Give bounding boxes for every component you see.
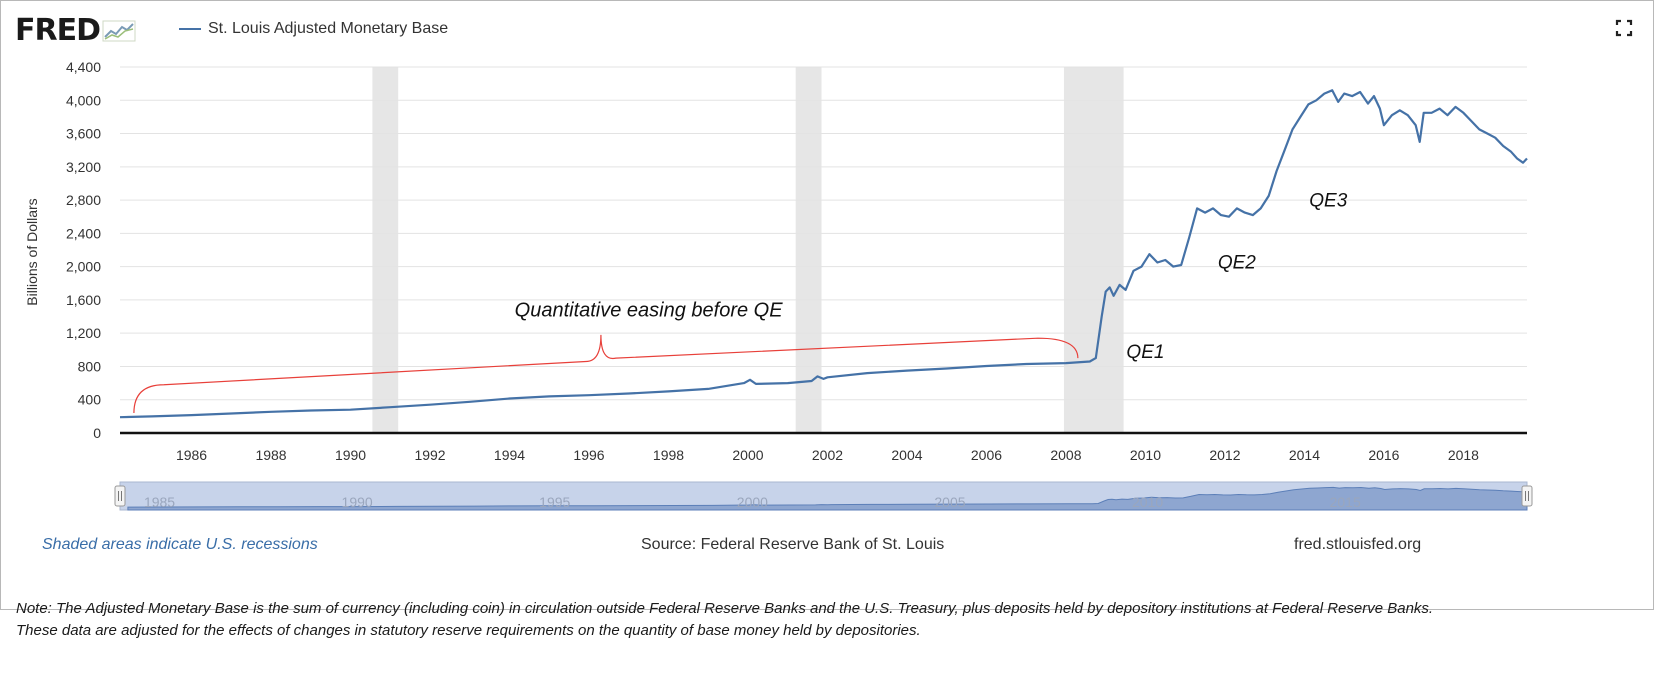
navigator-label: 1990	[342, 494, 373, 510]
x-tick-label: 2016	[1368, 447, 1399, 463]
recession-band	[1063, 67, 1124, 433]
y-tick-label: 2,400	[66, 225, 101, 241]
x-tick-label: 2014	[1289, 447, 1320, 463]
y-tick-label: 4,400	[66, 59, 101, 75]
fred-chart-icon	[102, 20, 136, 42]
navigator-label: 2005	[934, 494, 965, 510]
x-axis-ticks: 1986 1988 1990 1992 1994 1996 1998 2000 2002 2004…	[176, 447, 1479, 463]
x-tick-label: 2000	[732, 447, 763, 463]
legend-label: St. Louis Adjusted Monetary Base	[208, 20, 449, 37]
range-navigator[interactable]: 1985 1990 1995 2000 2005 2010 2015	[114, 481, 1533, 511]
chart: 0 400 800 1,200 1,600 2,000 2,400 2,800 3,200 3,6…	[24, 59, 1533, 511]
y-axis-ticks: 0 400 800 1,200 1,600 2,000 2,400 2,800 3,200 3,6…	[66, 59, 101, 441]
navigator-label: 1985	[144, 494, 175, 510]
recession-note[interactable]: Shaded areas indicate U.S. recessions	[42, 536, 318, 553]
series-layer	[119, 89, 1528, 419]
y-tick-label: 3,200	[66, 159, 101, 175]
recession-band	[795, 67, 822, 433]
y-tick-label: 4,000	[66, 92, 101, 108]
y-tick-label: 3,600	[66, 126, 101, 142]
x-tick-label: 1990	[335, 447, 366, 463]
footnote: Note: The Adjusted Monetary Base is the …	[16, 598, 1646, 642]
footnote-line-1: Note: The Adjusted Monetary Base is the …	[16, 600, 1434, 617]
x-tick-label: 1996	[573, 447, 604, 463]
source-label: Source: Federal Reserve Bank of St. Loui…	[641, 536, 945, 553]
navigator-area	[127, 486, 1528, 511]
annotation-label: QE3	[1309, 191, 1347, 212]
recession-band	[372, 67, 399, 433]
x-tick-label: 1986	[176, 447, 207, 463]
y-tick-label: 1,600	[66, 292, 101, 308]
y-axis-label: Billions of Dollars	[24, 198, 40, 305]
recession-shading	[372, 67, 1124, 433]
y-tick-label: 400	[78, 392, 102, 408]
navigator-label: 2015	[1330, 494, 1361, 510]
x-tick-label: 2002	[812, 447, 843, 463]
x-tick-label: 1998	[653, 447, 684, 463]
x-tick-label: 2008	[1050, 447, 1081, 463]
x-tick-label: 1994	[494, 447, 525, 463]
navigator-label: 2000	[737, 494, 768, 510]
annotation-label: QE1	[1126, 342, 1164, 363]
gridlines	[120, 66, 1527, 435]
x-tick-label: 2012	[1209, 447, 1240, 463]
series-legend[interactable]: St. Louis Adjusted Monetary Base	[179, 20, 448, 38]
annotation-label: QE2	[1218, 252, 1256, 273]
x-tick-label: 2018	[1448, 447, 1479, 463]
navigator-label: 2010	[1132, 494, 1163, 510]
series-line	[119, 89, 1528, 419]
x-tick-label: 2010	[1130, 447, 1161, 463]
x-tick-label: 1992	[414, 447, 445, 463]
annotations: Quantitative easing before QE QE1 QE2 QE3	[515, 191, 1348, 363]
y-tick-label: 2,800	[66, 192, 101, 208]
y-tick-label: 0	[93, 425, 101, 441]
y-tick-label: 2,000	[66, 259, 101, 275]
fullscreen-icon[interactable]	[1615, 19, 1633, 37]
navigator-left-handle[interactable]	[114, 485, 126, 507]
footnote-line-2: These data are adjusted for the effects …	[16, 622, 921, 639]
logo-text: FRED	[15, 13, 101, 48]
site-link[interactable]: fred.stlouisfed.org	[1294, 536, 1422, 553]
legend-swatch	[179, 28, 201, 30]
x-tick-label: 2004	[891, 447, 922, 463]
y-tick-label: 800	[78, 358, 102, 374]
annotation-label: Quantitative easing before QE	[515, 300, 784, 322]
y-tick-label: 1,200	[66, 325, 101, 341]
fred-logo[interactable]: FRED	[15, 13, 136, 49]
x-tick-label: 1988	[255, 447, 286, 463]
x-tick-label: 2006	[971, 447, 1002, 463]
navigator-right-handle[interactable]	[1521, 485, 1533, 507]
navigator-label: 1995	[539, 494, 570, 510]
